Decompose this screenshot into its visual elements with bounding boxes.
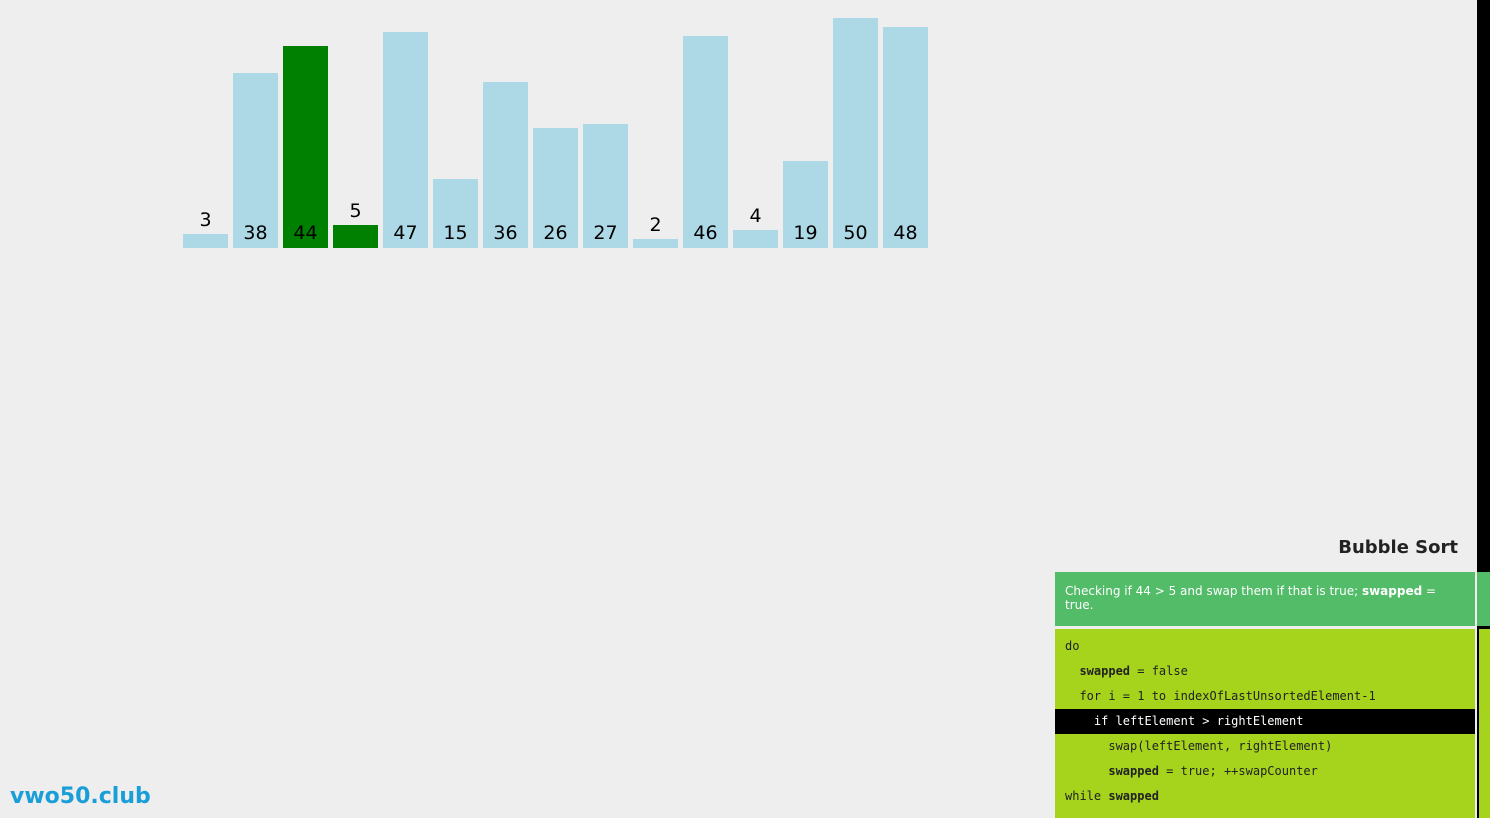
status-panel: Checking if 44 > 5 and swap them if that… xyxy=(1055,572,1475,626)
pseudocode-token: = true; ++swapCounter xyxy=(1158,764,1318,778)
array-bar xyxy=(883,27,928,248)
array-bar-value: 36 xyxy=(493,222,518,244)
code-panel-edge xyxy=(1479,629,1490,818)
pseudocode-indent xyxy=(1065,764,1108,778)
array-bar xyxy=(533,128,578,248)
status-text-suffix: = true. xyxy=(1065,584,1437,612)
array-bar xyxy=(333,225,378,248)
pseudocode-indent xyxy=(1065,689,1079,703)
status-text-bold: swapped xyxy=(1361,584,1423,598)
array-bar-value: 46 xyxy=(693,222,718,244)
array-bar-value: 47 xyxy=(393,222,418,244)
pseudocode-panel: do swapped = false for i = 1 to indexOfL… xyxy=(1055,629,1475,818)
pseudocode-indent xyxy=(1065,714,1094,728)
array-bar xyxy=(833,18,878,248)
pseudocode-line: while swapped xyxy=(1055,784,1475,809)
array-bar xyxy=(733,229,778,248)
pseudocode-indent xyxy=(1065,739,1108,753)
array-bar-value: 26 xyxy=(543,222,568,244)
array-bar-value: 15 xyxy=(443,222,468,244)
array-bar xyxy=(183,234,228,248)
array-bar-value: 27 xyxy=(593,222,618,244)
array-bar xyxy=(283,45,328,248)
pseudocode-token: if leftElement > rightElement xyxy=(1093,714,1304,728)
array-bar xyxy=(783,160,828,248)
array-bar-value: 19 xyxy=(793,222,818,244)
pseudocode-token: while xyxy=(1065,789,1109,803)
pseudocode-token: do xyxy=(1065,639,1080,653)
status-text-prefix: Checking if 44 > 5 and swap them if that… xyxy=(1065,584,1362,598)
array-bar-value: 44 xyxy=(293,222,318,244)
array-bar xyxy=(433,179,478,248)
pseudocode-line: swap(leftElement, rightElement) xyxy=(1055,734,1475,759)
array-bar-value: 4 xyxy=(749,204,762,227)
pseudocode-line: swapped = false xyxy=(1055,659,1475,684)
pseudocode-line: swapped = true; ++swapCounter xyxy=(1055,759,1475,784)
algorithm-title: Bubble Sort xyxy=(1338,537,1458,558)
array-visualization: 3 38 44 5 47 15 36 26 27 2 46 4 19 50 48 xyxy=(0,0,1000,260)
pseudocode-token: swapped xyxy=(1079,664,1131,678)
pseudocode-token: swapped xyxy=(1108,764,1159,778)
array-bar xyxy=(683,36,728,248)
pseudocode-token: for i = 1 to indexOfLastUnsortedElement-… xyxy=(1079,689,1376,703)
array-bar xyxy=(483,82,528,248)
array-bar xyxy=(233,73,278,248)
pseudocode-line: for i = 1 to indexOfLastUnsortedElement-… xyxy=(1055,684,1475,709)
pseudocode-token: swap(leftElement, rightElement) xyxy=(1108,739,1333,753)
pseudocode-token: = false xyxy=(1130,664,1188,678)
array-bar-value: 50 xyxy=(843,222,868,244)
pseudocode-line-active: if leftElement > rightElement xyxy=(1055,709,1475,734)
array-bar xyxy=(583,123,628,248)
array-bar xyxy=(633,238,678,248)
pseudocode-token: swapped xyxy=(1108,789,1159,803)
array-bar-value: 38 xyxy=(243,222,268,244)
array-bar-value: 3 xyxy=(199,209,212,232)
site-logo[interactable]: vwo50.club xyxy=(10,784,151,809)
array-bar-value: 48 xyxy=(893,222,918,244)
status-panel-edge xyxy=(1477,572,1490,626)
pseudocode-line: do xyxy=(1055,634,1475,659)
array-bar xyxy=(383,31,428,248)
array-bar-value: 2 xyxy=(649,213,662,236)
pseudocode-indent xyxy=(1065,664,1079,678)
array-bar-value: 5 xyxy=(349,200,362,222)
